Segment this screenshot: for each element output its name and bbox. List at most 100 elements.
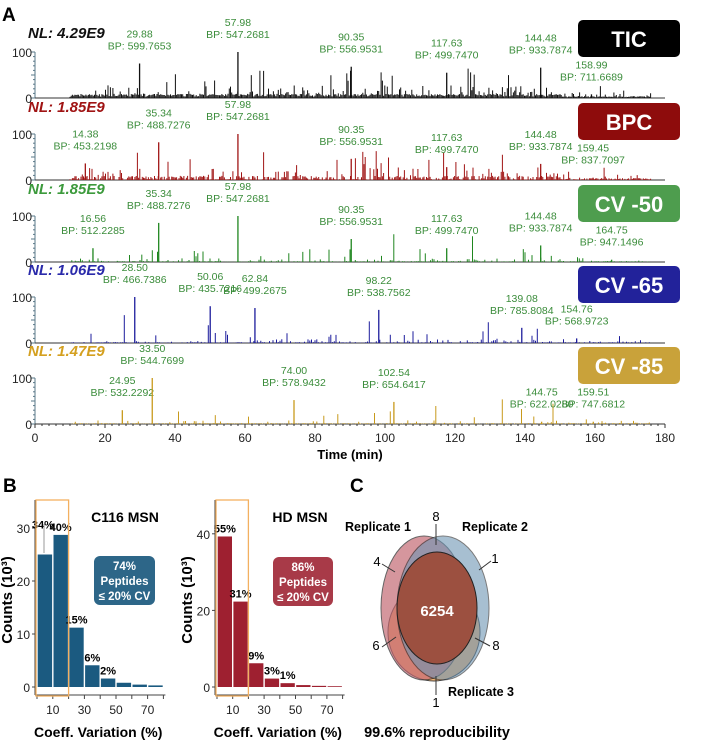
bar-label: 2% xyxy=(100,666,116,678)
peak-time-label: 90.35 xyxy=(338,204,364,216)
peak-time-label: 139.08 xyxy=(506,293,538,305)
peak-bp-label: BP: 512.2285 xyxy=(61,225,125,237)
y-tick-label: 0 xyxy=(23,681,30,695)
y-tick-label: 0 xyxy=(25,337,32,351)
histogram-bar xyxy=(249,663,264,687)
y-tick-label: 30 xyxy=(17,522,31,536)
peak-time-label: 16.56 xyxy=(80,213,106,225)
x-tick-label: 140 xyxy=(515,431,535,445)
peak-time-label: 90.35 xyxy=(338,32,364,44)
peak-time-label: 98.22 xyxy=(366,275,392,287)
y-tick-label: 100 xyxy=(12,46,32,60)
peak-time-label: 102.54 xyxy=(378,367,410,379)
trace-signal xyxy=(71,399,650,424)
peak-bp-label: BP: 488.7276 xyxy=(127,200,191,212)
y-tick-label: 20 xyxy=(197,604,211,618)
callout-box xyxy=(273,557,333,606)
bar-label: 55% xyxy=(214,523,236,535)
trace-name: TIC xyxy=(611,27,647,52)
peak-time-label: 117.63 xyxy=(431,213,462,225)
peak-bp-label: BP: 544.7699 xyxy=(120,355,184,367)
panel-letter-b: B xyxy=(3,476,17,497)
trace-name: CV -65 xyxy=(595,273,663,298)
bar-label: 3% xyxy=(264,666,280,678)
y-tick-label: 20 xyxy=(17,575,31,589)
leader-line xyxy=(478,560,492,571)
peak-bp-label: BP: 711.6689 xyxy=(560,71,623,83)
x-axis-title: Coeff. Variation (%) xyxy=(214,724,342,740)
panel-letter-a: A xyxy=(2,5,16,26)
histogram-bar xyxy=(280,683,295,687)
x-tick-label: 160 xyxy=(585,431,605,445)
histogram-2: 0 20 40 10 30 50 70 55% 31% 9%3% 1% HD MSN 86% Peptid… xyxy=(179,499,345,740)
peak-time-label: 74.00 xyxy=(281,365,307,377)
peak-bp-label: BP: 499.7470 xyxy=(415,225,479,237)
y-tick-label: 0 xyxy=(25,418,32,432)
x-axis-title: Coeff. Variation (%) xyxy=(34,724,162,740)
peak-time-label: 144.75 xyxy=(526,387,558,399)
callout-box xyxy=(94,556,155,605)
trace-name-box xyxy=(578,266,680,303)
venn-caption: 99.6% reproducibility xyxy=(364,725,510,741)
bar-label: 9% xyxy=(248,650,264,662)
x-tick-label: 50 xyxy=(289,703,303,717)
y-axis-title: Counts (10³) xyxy=(0,556,16,644)
y-tick-label: 0 xyxy=(25,92,32,106)
histogram-1: 0 10 20 30 10 30 50 70 34%40% 15% 6%2% C116 MSN 74% P… xyxy=(0,499,166,740)
x-tick-label: 60 xyxy=(238,431,252,445)
peak-time-label: 14.38 xyxy=(72,128,98,140)
set-label: Replicate 3 xyxy=(448,685,514,699)
peak-time-label: 117.63 xyxy=(431,132,462,144)
region-count: 6254 xyxy=(420,603,454,620)
peak-bp-label: BP: 654.6417 xyxy=(362,379,426,391)
region-count: 1 xyxy=(432,695,439,710)
peak-time-label: 144.48 xyxy=(525,210,557,222)
peak-bp-label: BP: 547.2681 xyxy=(206,111,270,123)
leader-line xyxy=(381,563,396,573)
trace-name: CV -85 xyxy=(595,354,663,379)
x-tick-label: 50 xyxy=(109,703,123,717)
histogram-bar xyxy=(132,684,147,687)
x-tick-label: 40 xyxy=(168,431,182,445)
peak-bp-label: BP: 435.7216 xyxy=(178,283,242,295)
peak-bp-label: BP: 556.9531 xyxy=(319,216,383,228)
histogram-bar xyxy=(53,534,68,687)
region-count: 1 xyxy=(491,551,498,566)
set-label: Replicate 2 xyxy=(462,520,528,534)
peak-time-label: 33.50 xyxy=(139,343,165,355)
x-tick-label: 10 xyxy=(226,703,240,717)
trace-name-box xyxy=(578,103,680,140)
peak-bp-label: BP: 947.1496 xyxy=(580,237,644,249)
peak-bp-label: BP: 499.2675 xyxy=(223,285,287,297)
x-tick-label: 70 xyxy=(320,703,334,717)
peak-bp-label: BP: 488.7276 xyxy=(127,119,191,131)
x-tick-label: 70 xyxy=(141,703,155,717)
peak-bp-label: BP: 747.6812 xyxy=(561,399,625,411)
highlight-box xyxy=(35,499,70,697)
callout-text: 86% xyxy=(291,562,314,574)
leader-line xyxy=(474,637,491,647)
peak-bp-label: BP: 599.7653 xyxy=(108,41,172,53)
trace-signal xyxy=(71,234,650,262)
trace-name: BPC xyxy=(606,110,653,135)
trace-signal xyxy=(69,151,652,180)
peak-bp-label: BP: 547.2681 xyxy=(206,29,270,41)
histogram-bar xyxy=(264,678,280,687)
y-tick-label: 0 xyxy=(25,256,32,270)
x-tick-label: 20 xyxy=(98,431,112,445)
y-tick-label: 40 xyxy=(197,528,211,542)
peak-bp-label: BP: 933.7874 xyxy=(509,222,573,234)
peak-bp-label: BP: 933.7874 xyxy=(509,45,573,57)
x-tick-label: 100 xyxy=(375,431,395,445)
peak-bp-label: BP: 547.2681 xyxy=(206,193,270,205)
region-count: 8 xyxy=(432,509,439,524)
x-axis-title: Time (min) xyxy=(317,447,383,462)
venn-panel: Replicate 1 Replicate 2 Replicate 3 6254 8 4 1… xyxy=(345,509,528,741)
cv-histogram-panel: 0 10 20 30 10 30 50 70 34%40% 15% 6%2% C116 MSN 74% P… xyxy=(0,499,345,740)
bar-label: 40% xyxy=(50,522,72,534)
callout-text: Peptides xyxy=(279,577,327,589)
